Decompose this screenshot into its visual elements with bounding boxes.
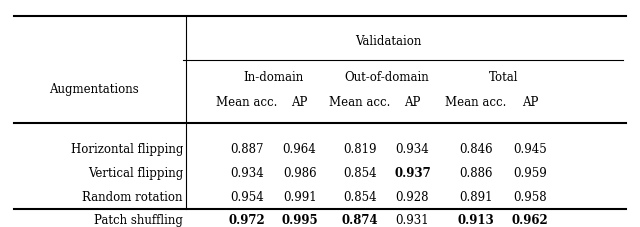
Text: AP: AP: [522, 96, 538, 109]
Text: 0.846: 0.846: [460, 143, 493, 156]
Text: 0.986: 0.986: [283, 167, 316, 180]
Text: 0.945: 0.945: [513, 143, 547, 156]
Text: AP: AP: [291, 96, 308, 109]
Text: 0.958: 0.958: [513, 190, 547, 204]
Text: 0.891: 0.891: [460, 190, 493, 204]
Text: 0.995: 0.995: [282, 215, 318, 227]
Text: Mean acc.: Mean acc.: [330, 96, 391, 109]
Text: Horizontal flipping: Horizontal flipping: [70, 143, 183, 156]
Text: 0.874: 0.874: [342, 215, 378, 227]
Text: 0.962: 0.962: [512, 215, 548, 227]
Text: Mean acc.: Mean acc.: [216, 96, 277, 109]
Text: Mean acc.: Mean acc.: [445, 96, 507, 109]
Text: 0.913: 0.913: [458, 215, 495, 227]
Text: 0.854: 0.854: [343, 167, 377, 180]
Text: Vertical flipping: Vertical flipping: [88, 167, 183, 180]
Text: 0.937: 0.937: [394, 167, 431, 180]
Text: 0.934: 0.934: [396, 143, 429, 156]
Text: Augmentations: Augmentations: [49, 83, 139, 96]
Text: In-domain: In-domain: [243, 71, 303, 84]
Text: Total: Total: [488, 71, 518, 84]
Text: 0.964: 0.964: [283, 143, 317, 156]
Text: Random rotation: Random rotation: [83, 190, 183, 204]
Text: 0.991: 0.991: [283, 190, 316, 204]
Text: 0.972: 0.972: [228, 215, 265, 227]
Text: 0.959: 0.959: [513, 167, 547, 180]
Text: 0.887: 0.887: [230, 143, 264, 156]
Text: Validataion: Validataion: [355, 35, 422, 49]
Text: 0.954: 0.954: [230, 190, 264, 204]
Text: 0.931: 0.931: [396, 215, 429, 227]
Text: Out-of-domain: Out-of-domain: [344, 71, 429, 84]
Text: 0.934: 0.934: [230, 167, 264, 180]
Text: AP: AP: [404, 96, 420, 109]
Text: 0.928: 0.928: [396, 190, 429, 204]
Text: 0.854: 0.854: [343, 190, 377, 204]
Text: Patch shuffling: Patch shuffling: [94, 215, 183, 227]
Text: 0.886: 0.886: [460, 167, 493, 180]
Text: 0.819: 0.819: [344, 143, 377, 156]
